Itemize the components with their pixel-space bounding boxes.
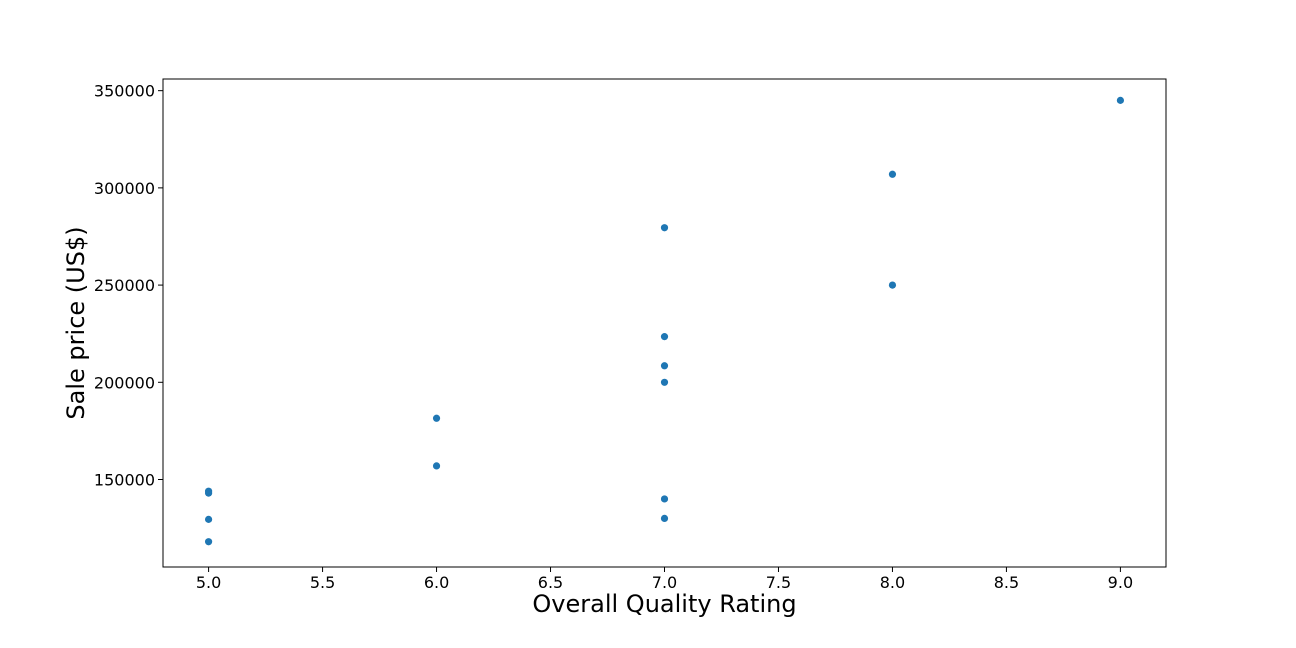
x-tick-label: 8.5 xyxy=(994,573,1019,592)
y-tick-label: 350000 xyxy=(94,82,155,101)
x-tick-label: 5.5 xyxy=(310,573,335,592)
data-point xyxy=(660,333,669,341)
data-point xyxy=(204,487,213,495)
y-tick-label: 150000 xyxy=(94,471,155,490)
x-tick-label: 5.0 xyxy=(196,573,221,592)
plot-frame xyxy=(162,78,1167,568)
x-tick-label: 6.5 xyxy=(538,573,563,592)
data-point xyxy=(660,224,669,232)
x-axis: 5.0 5.5 6.0 6.5 7.0 7.5 8.0 8.5 9.0 xyxy=(196,567,1133,592)
x-tick-label: 8.0 xyxy=(880,573,905,592)
y-tick-label: 200000 xyxy=(94,373,155,392)
x-tick-label: 7.0 xyxy=(652,573,677,592)
x-axis-title: Overall Quality Rating xyxy=(532,590,796,618)
data-point xyxy=(204,515,213,523)
x-tick-label: 6.0 xyxy=(424,573,449,592)
y-axis-title: Sale price (US$) xyxy=(62,226,90,419)
data-point xyxy=(1116,96,1125,104)
x-tick-label: 9.0 xyxy=(1108,573,1133,592)
plot-area xyxy=(162,78,1167,568)
data-point xyxy=(432,462,441,470)
data-point xyxy=(660,362,669,370)
data-point xyxy=(888,281,897,289)
data-point xyxy=(204,538,213,546)
y-tick-label: 250000 xyxy=(94,276,155,295)
data-point xyxy=(432,414,441,422)
data-point xyxy=(660,514,669,522)
data-point xyxy=(660,495,669,503)
data-point xyxy=(888,170,897,178)
x-tick-label: 7.5 xyxy=(766,573,791,592)
y-tick-label: 300000 xyxy=(94,179,155,198)
data-point xyxy=(660,378,669,386)
data-points xyxy=(204,96,1125,546)
y-axis: 150000 200000 250000 300000 350000 xyxy=(94,82,163,490)
